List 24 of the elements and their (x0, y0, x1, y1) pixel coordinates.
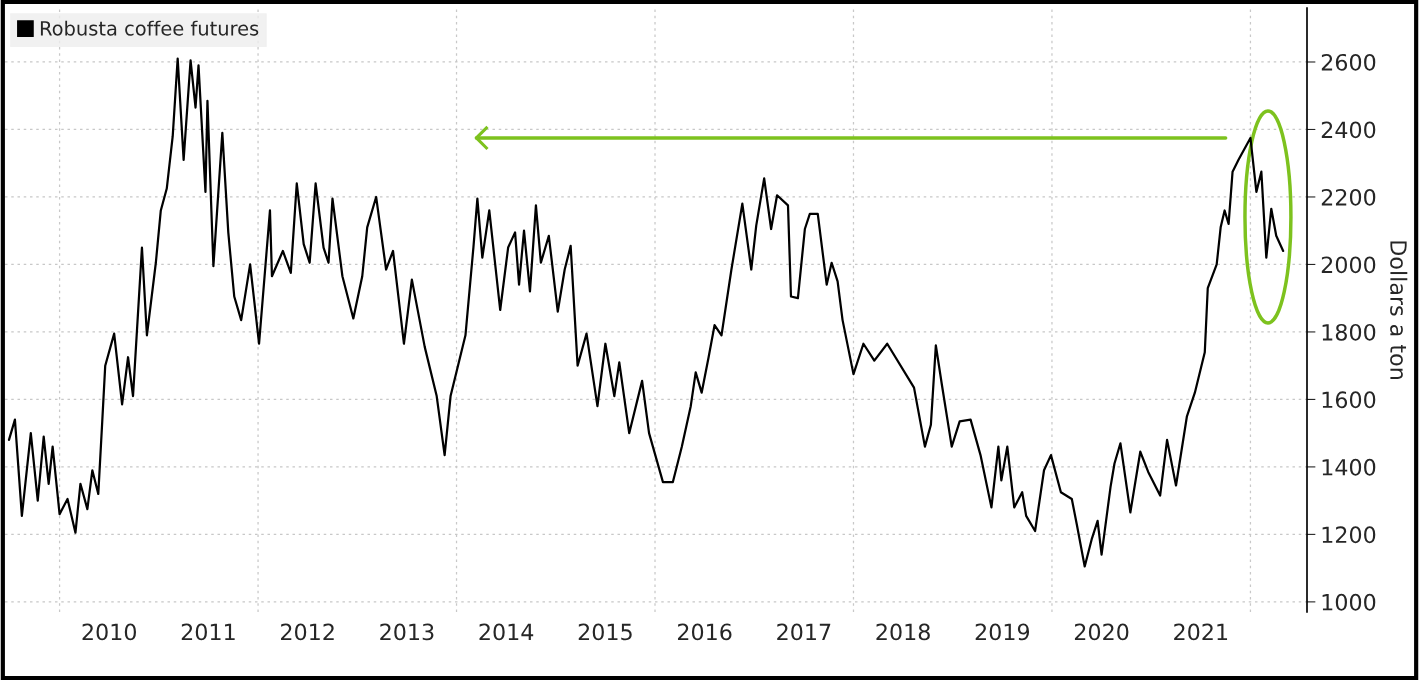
x-tick-label: 2014 (479, 623, 534, 641)
legend-label: Robusta coffee futures (40, 20, 259, 36)
y-tick-label: 1600 (1322, 391, 1376, 409)
x-tick-label: 2021 (1174, 623, 1228, 641)
line-series (7, 57, 1285, 568)
y-tick-label: 1800 (1322, 323, 1376, 341)
x-tick-label: 2010 (82, 623, 136, 641)
x-tick-label: 2011 (181, 623, 235, 641)
y-tick-label: 1200 (1322, 526, 1376, 544)
x-tick-label: 2012 (281, 623, 334, 641)
y-axis-title: Dollars a ton (1390, 241, 1408, 379)
x-tick-label: 2018 (876, 623, 930, 641)
y-tick-label: 2000 (1321, 256, 1376, 274)
x-tick-label: 2016 (677, 623, 732, 641)
y-tick-label: 2400 (1321, 121, 1376, 139)
x-tick-label: 2020 (1074, 623, 1129, 641)
x-tick-label: 2019 (975, 623, 1030, 641)
x-tick-label: 2017 (777, 623, 831, 641)
x-tick-label: 2015 (578, 623, 632, 641)
y-tick-label: 1400 (1322, 458, 1376, 476)
y-tick-label: 1000 (1322, 593, 1376, 611)
x-tick-label: 2013 (380, 623, 434, 641)
y-tick-label: 2200 (1321, 188, 1376, 206)
y-tick-label: 2600 (1321, 53, 1376, 71)
